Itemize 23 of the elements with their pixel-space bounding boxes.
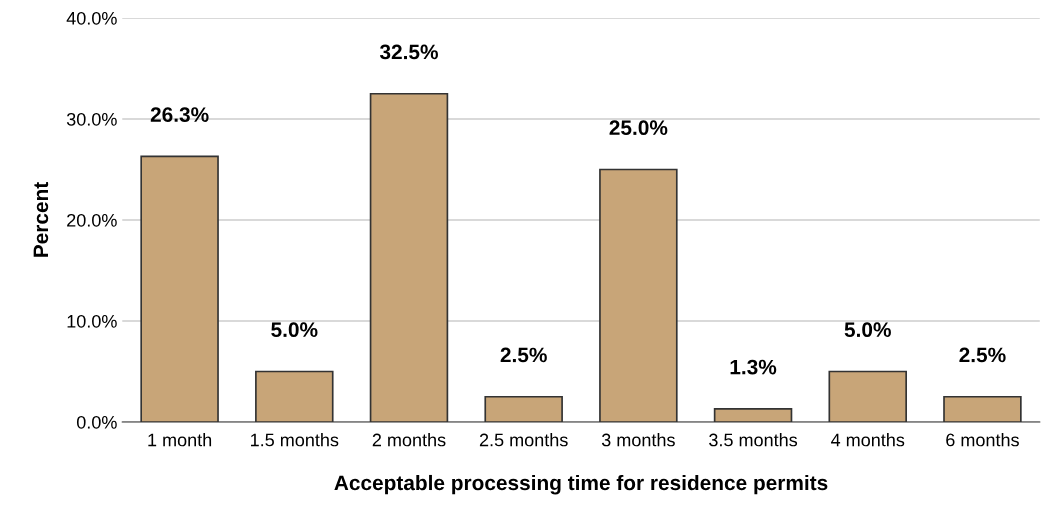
data-label: 25.0% [609, 120, 668, 136]
x-tick-label: 3 months [601, 433, 675, 447]
data-label: 5.0% [844, 322, 891, 338]
data-label: 1.3% [730, 359, 777, 375]
x-axis-title: Acceptable processing time for residence permits [334, 474, 828, 495]
data-label: 26.3% [150, 107, 209, 122]
x-tick-label: 4 months [831, 433, 905, 447]
y-tick-label: 20.0% [67, 213, 117, 227]
y-axis-title: Percent [33, 182, 49, 257]
x-tick-label: 2 months [372, 433, 446, 447]
x-tick-label: 1 month [148, 433, 212, 447]
y-tick-label: 10.0% [67, 314, 117, 328]
x-tick-label: 3.5 months [709, 433, 798, 447]
data-label: 32.5% [379, 44, 438, 60]
x-tick-label: 6 months [946, 433, 1019, 447]
data-label: 5.0% [271, 322, 318, 338]
data-label: 2.5% [959, 347, 1006, 363]
x-tick-label: 2.5 months [479, 433, 568, 447]
y-tick-label: 40.0% [66, 11, 117, 25]
x-tick-label: 1.5 months [251, 433, 339, 447]
data-label: 2.5% [500, 347, 547, 363]
y-tick-label: 0.0% [76, 415, 117, 429]
y-tick-label: 30.0% [66, 112, 117, 126]
